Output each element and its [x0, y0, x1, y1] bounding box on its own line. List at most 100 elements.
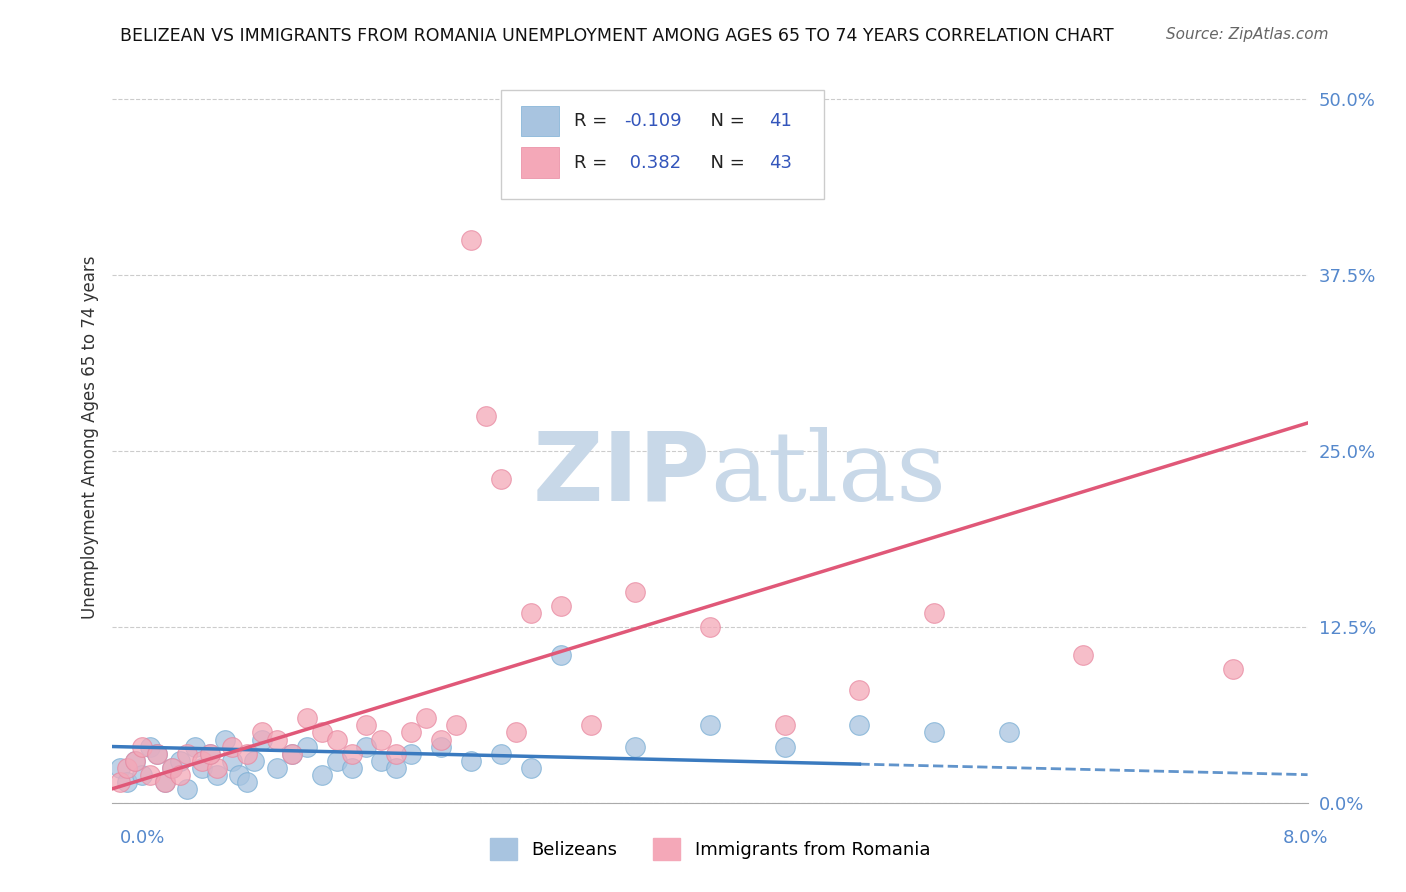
Point	[162, 761, 183, 775]
Point	[356, 718, 378, 732]
Point	[922, 725, 945, 739]
Point	[430, 739, 453, 754]
Point	[117, 774, 139, 789]
Text: N =: N =	[699, 112, 751, 130]
Point	[176, 747, 198, 761]
FancyBboxPatch shape	[501, 90, 824, 200]
Text: -0.109: -0.109	[624, 112, 682, 130]
Point	[205, 761, 228, 775]
Point	[385, 761, 408, 775]
Point	[146, 747, 169, 761]
Point	[385, 747, 408, 761]
Point	[489, 747, 512, 761]
Point	[311, 725, 333, 739]
Point	[124, 754, 146, 768]
Point	[699, 620, 721, 634]
Text: 0.0%: 0.0%	[120, 829, 165, 847]
Point	[131, 739, 153, 754]
Text: BELIZEAN VS IMMIGRANTS FROM ROMANIA UNEMPLOYMENT AMONG AGES 65 TO 74 YEARS CORRE: BELIZEAN VS IMMIGRANTS FROM ROMANIA UNEM…	[120, 27, 1114, 45]
Point	[198, 747, 221, 761]
Text: 41: 41	[769, 112, 792, 130]
Point	[370, 732, 392, 747]
Point	[198, 747, 221, 761]
Text: R =: R =	[574, 153, 613, 172]
Point	[370, 754, 392, 768]
Point	[139, 739, 162, 754]
Point	[108, 774, 131, 789]
Point	[169, 767, 191, 781]
Point	[162, 761, 183, 775]
Text: ZIP: ZIP	[531, 427, 710, 520]
Point	[624, 584, 647, 599]
Text: R =: R =	[574, 112, 613, 130]
Legend: Belizeans, Immigrants from Romania: Belizeans, Immigrants from Romania	[489, 838, 931, 860]
Point	[624, 739, 647, 754]
Point	[401, 725, 423, 739]
Point	[848, 683, 870, 698]
Point	[214, 732, 236, 747]
Point	[550, 599, 572, 613]
Point	[773, 718, 796, 732]
Point	[579, 718, 602, 732]
Text: 43: 43	[769, 153, 792, 172]
Point	[295, 711, 318, 725]
Point	[475, 409, 498, 423]
Point	[228, 767, 250, 781]
Point	[191, 754, 214, 768]
FancyBboxPatch shape	[522, 106, 560, 136]
Point	[236, 774, 259, 789]
Point	[153, 774, 176, 789]
Point	[430, 732, 453, 747]
Point	[444, 718, 467, 732]
Point	[340, 747, 363, 761]
Point	[773, 739, 796, 754]
Point	[266, 732, 288, 747]
Point	[460, 754, 482, 768]
Point	[281, 747, 304, 761]
Point	[191, 761, 214, 775]
Point	[183, 739, 205, 754]
Point	[221, 754, 243, 768]
Point	[520, 761, 543, 775]
Point	[340, 761, 363, 775]
Point	[243, 754, 266, 768]
Point	[505, 725, 527, 739]
Point	[250, 732, 273, 747]
Y-axis label: Unemployment Among Ages 65 to 74 years: Unemployment Among Ages 65 to 74 years	[80, 255, 98, 619]
Point	[281, 747, 304, 761]
Point	[460, 233, 482, 247]
Point	[108, 761, 131, 775]
Point	[550, 648, 572, 662]
Text: N =: N =	[699, 153, 751, 172]
Point	[153, 774, 176, 789]
Text: atlas: atlas	[710, 426, 946, 521]
Point	[266, 761, 288, 775]
Point	[236, 747, 259, 761]
Point	[998, 725, 1021, 739]
Point	[146, 747, 169, 761]
Point	[415, 711, 437, 725]
Point	[401, 747, 423, 761]
Point	[176, 781, 198, 796]
Point	[131, 767, 153, 781]
Point	[139, 767, 162, 781]
Point	[520, 606, 543, 620]
Point	[169, 754, 191, 768]
Point	[205, 767, 228, 781]
Point	[1222, 662, 1244, 676]
Point	[325, 754, 347, 768]
Text: 0.382: 0.382	[624, 153, 681, 172]
Point	[221, 739, 243, 754]
Point	[848, 718, 870, 732]
Text: 8.0%: 8.0%	[1284, 829, 1329, 847]
Point	[250, 725, 273, 739]
Point	[356, 739, 378, 754]
Point	[699, 718, 721, 732]
Text: Source: ZipAtlas.com: Source: ZipAtlas.com	[1166, 27, 1329, 42]
FancyBboxPatch shape	[522, 147, 560, 178]
Point	[922, 606, 945, 620]
Point	[124, 754, 146, 768]
Point	[295, 739, 318, 754]
Point	[325, 732, 347, 747]
Point	[1073, 648, 1095, 662]
